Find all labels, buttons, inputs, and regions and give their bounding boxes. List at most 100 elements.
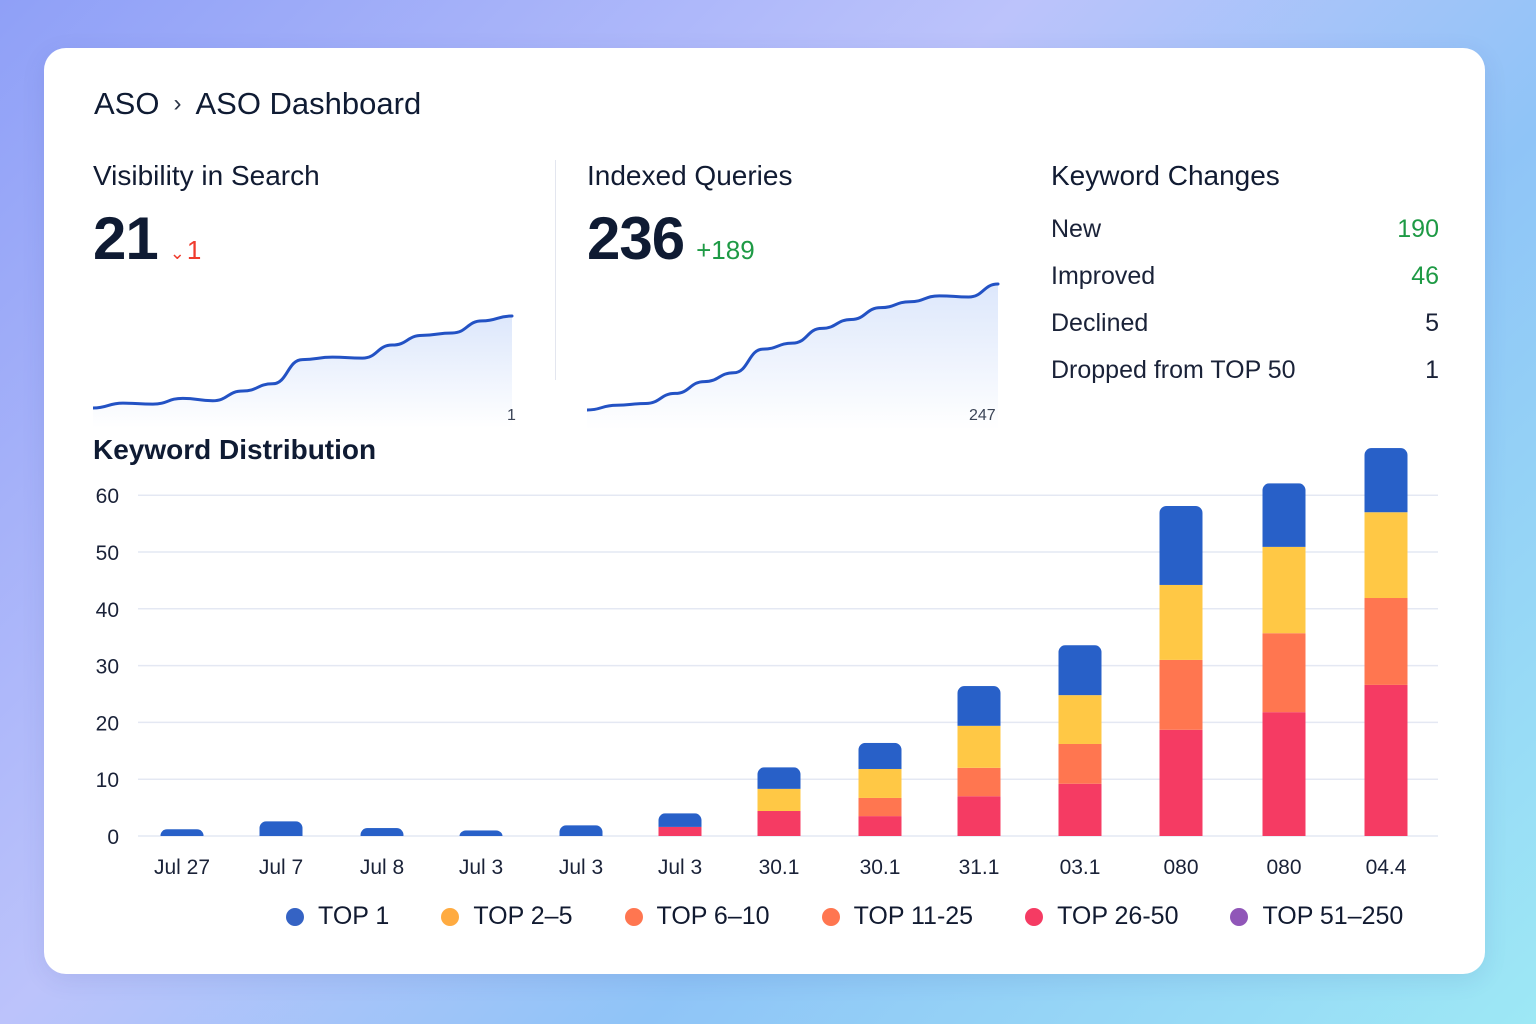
x-tick-label: Jul 27	[154, 856, 210, 879]
bar-segment-top-1[interactable]	[1364, 448, 1408, 513]
bar-segment-top-26-50[interactable]	[1159, 729, 1203, 836]
visibility-title: Visibility in Search	[93, 160, 320, 191]
bar-segment-top-2-5[interactable]	[957, 725, 1001, 768]
legend-dot-icon	[1230, 907, 1249, 926]
bar-segment-top-1[interactable]	[858, 742, 902, 769]
x-tick-label: Jul 3	[658, 856, 702, 879]
keyword-changes-list: New 190 Improved 46 Declined 5 Dropped f…	[1051, 206, 1439, 394]
bar-stack[interactable]	[259, 821, 303, 836]
bar-stack[interactable]	[1159, 505, 1203, 836]
bar-segment-top-1[interactable]	[360, 828, 404, 836]
y-tick-label: 0	[107, 826, 119, 849]
legend-item-top51-250[interactable]: TOP 51–250	[1230, 902, 1403, 931]
legend-dot-icon	[624, 907, 643, 926]
bar-segment-top-2-5[interactable]	[1159, 584, 1203, 660]
bar-segment-top-1[interactable]	[459, 830, 503, 836]
x-tick-label: 31.1	[959, 856, 1000, 879]
visibility-sparkline	[93, 314, 514, 428]
chart-legend: TOP 1 TOP 2–5 TOP 6–10 TOP 11-25 TOP 26-…	[286, 902, 1455, 931]
bar-stack[interactable]	[1364, 448, 1408, 836]
y-tick-label: 40	[96, 599, 119, 622]
bar-segment-top-26-50[interactable]	[1364, 684, 1408, 836]
visibility-panel: Visibility in Search 21 ⌄1 1	[93, 160, 523, 428]
legend-dot-icon	[821, 907, 840, 926]
bar-stack[interactable]	[858, 742, 902, 836]
bar-stack[interactable]	[1058, 645, 1102, 836]
keyword-change-row-declined: Declined 5	[1051, 300, 1439, 347]
sparkline-area	[587, 284, 998, 430]
indexed-queries-panel: Indexed Queries 236 +189 247	[587, 160, 1017, 430]
visibility-delta: ⌄1	[170, 235, 202, 266]
bar-stack[interactable]	[160, 829, 204, 836]
bar-segment-top-2-5[interactable]	[1058, 695, 1102, 744]
bar-stack[interactable]	[459, 830, 503, 836]
bar-segment-top-11-25[interactable]	[1364, 598, 1408, 685]
bar-segment-top-1[interactable]	[160, 829, 204, 836]
x-tick-label: Jul 7	[259, 856, 303, 879]
x-tick-label: 03.1	[1060, 856, 1101, 879]
bar-segment-top-11-25[interactable]	[858, 797, 902, 817]
bar-segment-top-11-25[interactable]	[1159, 659, 1203, 730]
bar-segment-top-1[interactable]	[559, 825, 603, 836]
bar-segment-top-26-50[interactable]	[1262, 712, 1306, 836]
bar-segment-top-1[interactable]	[1159, 505, 1203, 585]
bar-segment-top-2-5[interactable]	[1262, 546, 1306, 634]
bar-segment-top-26-50[interactable]	[858, 816, 902, 836]
breadcrumb-root[interactable]: ASO	[94, 86, 160, 121]
bar-stack[interactable]	[757, 767, 801, 836]
breadcrumb-current: ASO Dashboard	[195, 86, 422, 121]
legend-label: TOP 51–250	[1262, 902, 1404, 930]
y-tick-label: 20	[96, 712, 119, 735]
visibility-value: 21	[93, 205, 159, 272]
bar-stack[interactable]	[957, 686, 1001, 836]
bar-segment-top-1[interactable]	[658, 813, 702, 827]
bar-stack[interactable]	[658, 813, 702, 836]
legend-dot-icon	[1025, 907, 1044, 926]
bar-segment-top-11-25[interactable]	[957, 767, 1001, 797]
bar-stack[interactable]	[360, 828, 404, 836]
indexed-queries-spark-end-label: 247	[969, 407, 996, 424]
bar-segment-top-26-50[interactable]	[757, 811, 801, 836]
indexed-queries-sparkline	[587, 282, 1000, 430]
bar-segment-top-2-5[interactable]	[757, 788, 801, 812]
bar-segment-top-2-5[interactable]	[858, 768, 902, 798]
legend-label: TOP 26-50	[1057, 902, 1179, 930]
legend-label: TOP 2–5	[473, 902, 573, 930]
bar-segment-top-26-50[interactable]	[658, 826, 702, 836]
bar-segment-top-1[interactable]	[1262, 483, 1306, 547]
bar-segment-top-2-5[interactable]	[1364, 512, 1408, 599]
sparkline-line	[93, 314, 514, 410]
legend-dot-icon	[441, 907, 460, 926]
keyword-changes-panel: Keyword Changes New 190 Improved 46 Decl…	[1051, 160, 1439, 394]
legend-label: TOP 1	[318, 902, 390, 930]
y-tick-label: 60	[96, 485, 119, 508]
keyword-change-value: 46	[1411, 262, 1439, 290]
x-tick-label: Jul 3	[459, 856, 503, 879]
chevron-right-icon: ›	[173, 90, 182, 117]
visibility-spark-end-label: 1	[507, 407, 516, 424]
bar-segment-top-1[interactable]	[1058, 645, 1102, 696]
bar-segment-top-11-25[interactable]	[1262, 633, 1306, 713]
bar-segment-top-1[interactable]	[957, 686, 1001, 726]
legend-item-top1[interactable]: TOP 1	[286, 902, 389, 931]
y-tick-label: 30	[96, 656, 119, 679]
bar-segment-top-1[interactable]	[757, 767, 801, 789]
legend-item-top11-25[interactable]: TOP 11-25	[821, 902, 974, 931]
y-tick-label: 50	[96, 542, 119, 565]
keyword-change-row-dropped: Dropped from TOP 50 1	[1051, 347, 1439, 394]
bar-segment-top-26-50[interactable]	[957, 796, 1001, 836]
legend-label: TOP 11-25	[853, 902, 974, 930]
bar-stack[interactable]	[1262, 483, 1306, 836]
bar-segment-top-11-25[interactable]	[1058, 743, 1102, 784]
indexed-queries-title: Indexed Queries	[587, 160, 793, 191]
legend-item-top6-10[interactable]: TOP 6–10	[624, 902, 770, 931]
legend-item-top26-50[interactable]: TOP 26-50	[1025, 902, 1178, 931]
bar-segment-top-1[interactable]	[259, 821, 303, 836]
x-tick-label: 30.1	[759, 856, 800, 879]
legend-item-top2-5[interactable]: TOP 2–5	[441, 902, 573, 931]
bar-segment-top-26-50[interactable]	[1058, 783, 1102, 836]
sparkline-line	[587, 282, 1000, 412]
chevron-down-icon: ⌄	[169, 243, 185, 263]
bar-stack[interactable]	[559, 825, 603, 836]
keyword-change-row-new: New 190	[1051, 206, 1439, 253]
